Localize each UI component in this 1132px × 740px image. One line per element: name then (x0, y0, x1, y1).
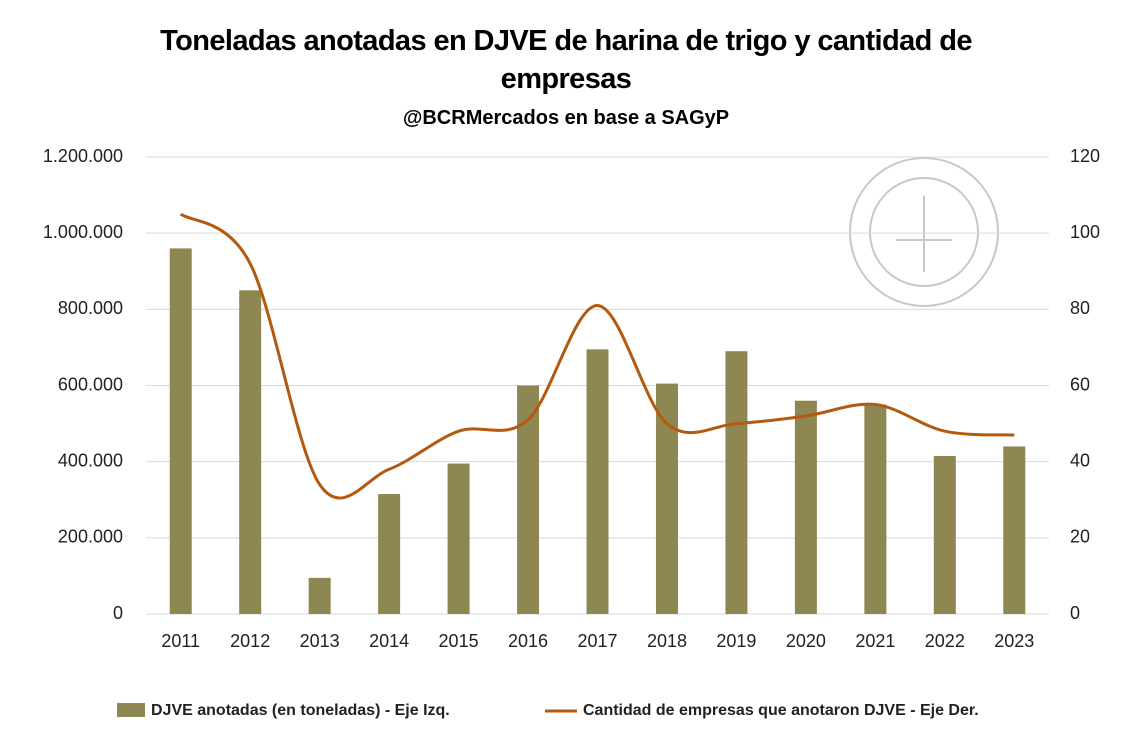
x-tick-label: 2018 (647, 631, 687, 651)
bar (308, 577, 331, 614)
y2-tick-label: 60 (1070, 374, 1090, 394)
legend-label: Cantidad de empresas que anotaron DJVE -… (583, 702, 979, 719)
y-tick-label: 1.200.000 (43, 146, 123, 166)
bar (794, 400, 817, 614)
x-tick-label: 2023 (994, 631, 1034, 651)
y-tick-label: 600.000 (58, 374, 123, 394)
legend-swatch (117, 703, 145, 717)
x-tick-label: 2017 (577, 631, 617, 651)
x-tick-label: 2012 (230, 631, 270, 651)
y2-tick-label: 20 (1070, 527, 1090, 547)
x-tick-label: 2011 (161, 631, 200, 651)
watermark (849, 157, 999, 307)
bar (517, 385, 540, 614)
y-tick-label: 400.000 (58, 450, 123, 470)
bar (864, 404, 887, 614)
x-tick-label: 2022 (925, 631, 965, 651)
x-tick-label: 2015 (439, 631, 479, 651)
x-tick-label: 2019 (716, 631, 756, 651)
bar (725, 351, 748, 614)
bar (655, 383, 678, 614)
bar (378, 494, 401, 614)
bar (447, 463, 470, 614)
x-tick-label: 2013 (300, 631, 340, 651)
bar (169, 248, 192, 614)
x-tick-label: 2016 (508, 631, 548, 651)
chart-subtitle: @BCRMercados en base a SAGyP (402, 107, 730, 129)
x-tick-label: 2014 (369, 631, 409, 651)
y2-tick-label: 40 (1070, 450, 1090, 470)
y2-tick-label: 0 (1070, 603, 1080, 623)
y-tick-label: 200.000 (58, 527, 123, 547)
y-tick-label: 0 (113, 603, 123, 623)
x-tick-label: 2020 (786, 631, 826, 651)
bar (586, 349, 609, 614)
chart-title: Toneladas anotadas en DJVE de harina de … (160, 25, 972, 95)
legend-label: DJVE anotadas (en toneladas) - Eje Izq. (151, 702, 450, 719)
y2-tick-label: 120 (1070, 146, 1100, 166)
bar (239, 290, 262, 614)
y2-tick-label: 100 (1070, 222, 1100, 242)
x-tick-label: 2021 (855, 631, 895, 651)
bar (933, 455, 956, 614)
y-tick-label: 800.000 (58, 298, 123, 318)
y-tick-label: 1.000.000 (43, 222, 123, 242)
bar (1003, 446, 1026, 614)
line (179, 212, 1015, 500)
y2-tick-label: 80 (1070, 298, 1090, 318)
